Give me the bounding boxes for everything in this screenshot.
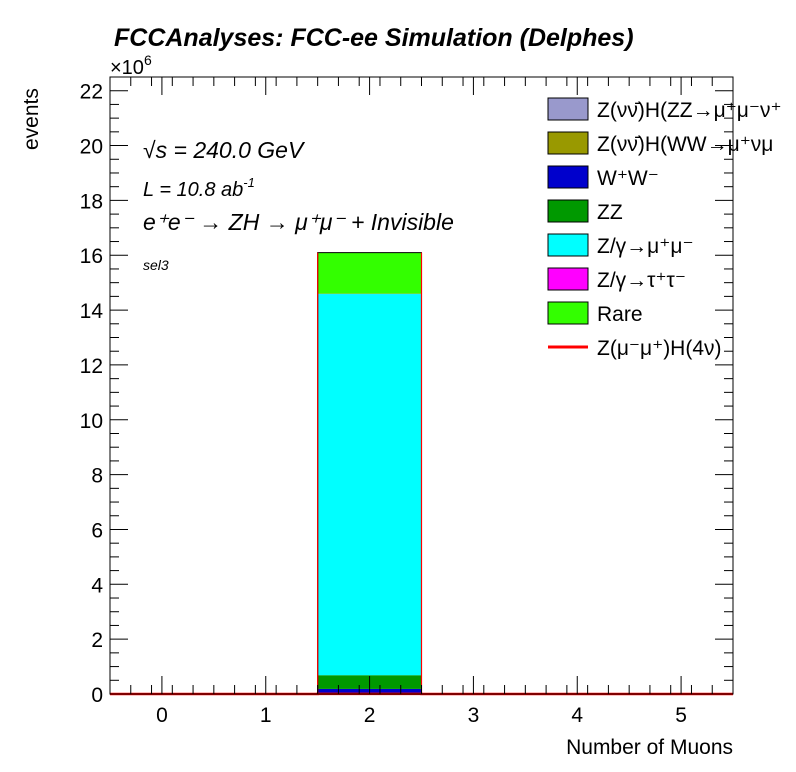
- y-tick-label: 14: [80, 300, 104, 323]
- bar-6-bin-2: [317, 252, 422, 294]
- x-tick-label: 2: [364, 704, 376, 727]
- sqrt-s-label: √s = 240.0 GeV: [143, 137, 306, 163]
- x-tick-label: 5: [675, 704, 687, 727]
- legend: Z(νν̄)H(ZZ→μ⁺μ⁻ν⁺ Z(νν̄)H(WW→μ⁺νμ W⁺W⁻ ZZ Z/…: [547, 97, 782, 360]
- legend-label-4: Z/γ→μ⁺μ⁻: [597, 235, 694, 258]
- x-tick-label: 3: [468, 704, 480, 727]
- legend-label-6: Rare: [597, 303, 643, 326]
- legend-swatch-0: [547, 97, 589, 121]
- legend-label-7: Z(μ⁻μ⁺)H(4ν): [597, 337, 722, 360]
- x-tick-label: 4: [571, 704, 583, 727]
- legend-label-3: ZZ: [597, 201, 623, 224]
- legend-label-2: W⁺W⁻: [597, 167, 659, 190]
- x-tick-label: 0: [156, 704, 168, 727]
- y-tick-label: 16: [80, 245, 103, 268]
- legend-swatch-2: [547, 165, 589, 189]
- legend-label-5: Z/γ→τ⁺τ⁻: [597, 269, 686, 292]
- annotations: √s = 240.0 GeV L = 10.8 ab-1 e⁺e⁻ → ZH →…: [143, 137, 454, 273]
- legend-swatch-4: [547, 233, 589, 257]
- y-axis-label: events: [20, 88, 43, 150]
- bar-4-bin-2: [317, 294, 422, 676]
- legend-label-1: Z(νν̄)H(WW→μ⁺νμ: [597, 133, 773, 156]
- legend-swatch-6: [547, 301, 589, 325]
- y-tick-label: 6: [91, 519, 103, 542]
- y-tick-label: 2: [91, 629, 103, 652]
- legend-swatch-5: [547, 267, 589, 291]
- process-label: e⁺e⁻ → ZH → μ⁺μ⁻ + Invisible: [143, 209, 454, 235]
- legend-label-0: Z(νν̄)H(ZZ→μ⁺μ⁻ν⁺: [597, 99, 782, 122]
- chart-title: FCCAnalyses: FCC-ee Simulation (Delphes): [114, 24, 634, 52]
- y-tick-label: 10: [80, 410, 103, 433]
- legend-swatch-3: [547, 199, 589, 223]
- y-tick-label: 0: [91, 684, 103, 707]
- y-tick-label: 4: [91, 574, 103, 597]
- luminosity-label: L = 10.8 ab-1: [143, 175, 255, 201]
- selection-label: sel3: [143, 257, 169, 273]
- x-tick-label: 1: [260, 704, 272, 727]
- y-multiplier: ×106: [110, 52, 152, 79]
- legend-swatch-1: [547, 131, 589, 155]
- y-tick-label: 8: [91, 465, 103, 488]
- y-tick-label: 12: [80, 355, 103, 378]
- y-tick-label: 18: [80, 190, 103, 213]
- y-tick-label: 22: [80, 81, 103, 104]
- y-tick-label: 20: [80, 136, 103, 159]
- x-axis-label: Number of Muons: [566, 736, 733, 759]
